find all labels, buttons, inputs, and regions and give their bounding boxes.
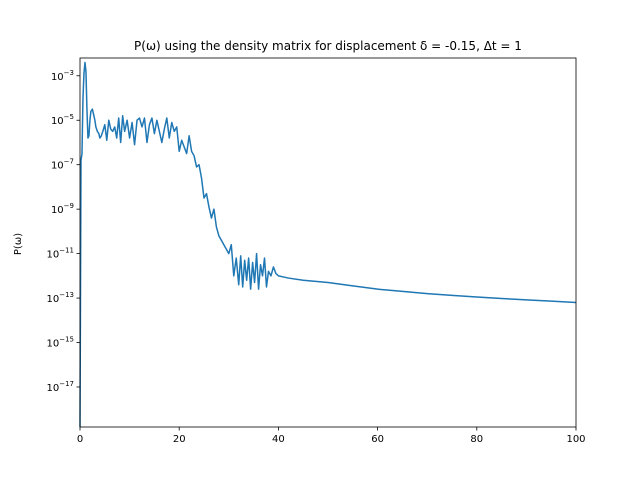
x-tick-label: 20 xyxy=(173,434,186,445)
y-axis-label: P(ω) xyxy=(13,233,24,255)
x-tick-label: 80 xyxy=(470,434,483,445)
axes-frame xyxy=(79,57,577,428)
x-tick-label: 40 xyxy=(272,434,285,445)
y-tick-label: 10−15 xyxy=(46,336,74,350)
y-tick-label: 10−3 xyxy=(51,69,74,83)
y-axis: 10−3 10−5 10−7 10−9 10−11 10−13 10−15 10−17 xyxy=(46,69,80,394)
x-axis: 0 20 40 60 80 100 xyxy=(77,427,586,445)
x-tick-label: 0 xyxy=(77,434,83,445)
y-tick-label: 10−13 xyxy=(46,291,74,305)
x-tick-label: 100 xyxy=(566,434,585,445)
y-tick-label: 10−5 xyxy=(51,113,74,127)
chart-title: P(ω) using the density matrix for displa… xyxy=(134,39,522,53)
y-tick-label: 10−9 xyxy=(51,202,74,216)
series-line xyxy=(79,61,577,428)
y-tick-label: 10−7 xyxy=(51,158,74,172)
plot-area xyxy=(79,57,577,428)
y-tick-label: 10−17 xyxy=(46,380,74,394)
y-tick-label: 10−11 xyxy=(46,247,74,261)
x-tick-label: 60 xyxy=(371,434,384,445)
